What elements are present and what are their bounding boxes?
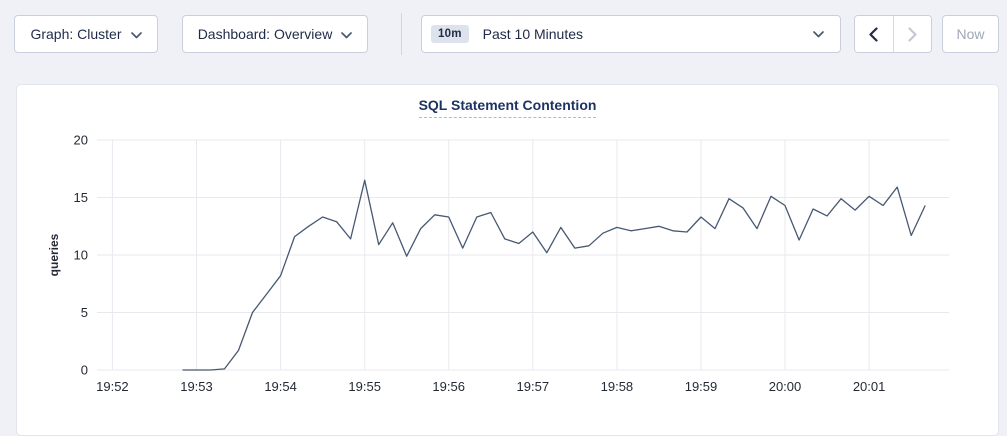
dashboard-dropdown[interactable]: Dashboard: Overview — [182, 15, 368, 53]
y-tick-label: 15 — [74, 190, 88, 205]
y-tick-label: 5 — [81, 305, 88, 320]
time-range-badge: 10m — [431, 25, 469, 43]
chevron-right-icon — [908, 26, 917, 42]
toolbar-divider — [401, 13, 402, 55]
chevron-down-icon — [341, 31, 353, 38]
x-tick-label: 19:52 — [96, 379, 129, 394]
graph-dropdown-label: Graph: Cluster — [30, 26, 122, 42]
time-back-button[interactable] — [855, 16, 893, 52]
chart-title[interactable]: SQL Statement Contention — [418, 97, 597, 118]
y-tick-label: 0 — [81, 363, 88, 378]
series-line — [182, 179, 926, 371]
chevron-down-icon — [130, 31, 142, 38]
time-range-dropdown[interactable]: 10m Past 10 Minutes — [421, 15, 841, 53]
x-tick-label: 19:56 — [432, 379, 465, 394]
x-tick-label: 19:53 — [180, 379, 213, 394]
y-tick-label: 20 — [74, 133, 88, 148]
y-axis-label: queries — [47, 233, 61, 276]
x-tick-label: 19:54 — [264, 379, 297, 394]
graph-dropdown[interactable]: Graph: Cluster — [14, 15, 158, 53]
chevron-down-icon — [813, 30, 824, 37]
now-button[interactable]: Now — [942, 15, 999, 53]
x-tick-label: 19:57 — [517, 379, 550, 394]
time-range-label: Past 10 Minutes — [482, 26, 584, 42]
time-forward-button[interactable] — [892, 16, 931, 52]
chevron-left-icon — [869, 26, 878, 42]
y-tick-label: 10 — [74, 248, 88, 263]
sql-statement-contention-chart: 0 5 10 15 20 19:52 19:53 19:54 19:55 19:56 19:57 19… — [47, 133, 949, 394]
x-tick-label: 19:58 — [601, 379, 634, 394]
chart-card: SQL Statement Contention 0 5 10 15 20 19:52 19… — [16, 84, 999, 436]
chart-title-row: SQL Statement Contention — [17, 97, 998, 118]
x-tick-label: 20:00 — [769, 379, 802, 394]
x-tick-label: 19:59 — [685, 379, 718, 394]
x-tick-label: 20:01 — [853, 379, 886, 394]
dashboard-dropdown-label: Dashboard: Overview — [197, 26, 333, 42]
toolbar: Graph: Cluster Dashboard: Overview 10m P… — [0, 0, 1007, 68]
x-tick-label: 19:55 — [348, 379, 381, 394]
time-nav-group — [854, 15, 932, 53]
